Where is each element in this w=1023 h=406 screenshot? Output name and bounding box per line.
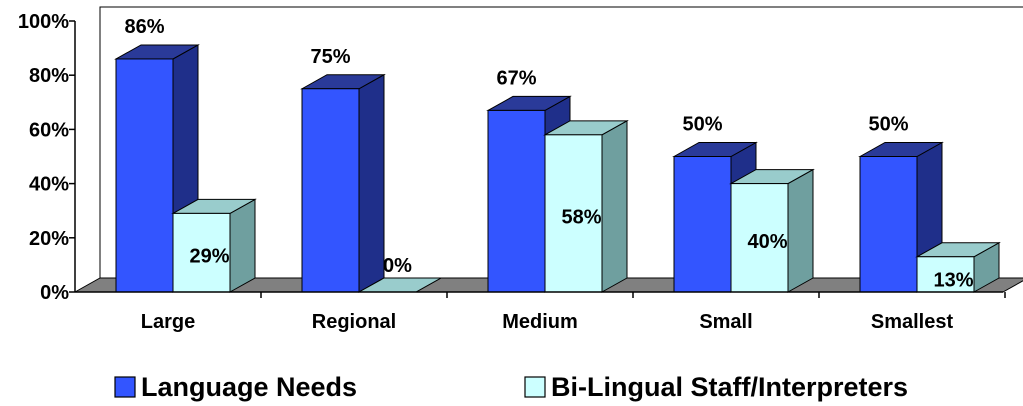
data-label: 67% — [496, 67, 536, 89]
back-wall — [99, 6, 1023, 278]
bar-front — [859, 156, 918, 293]
y-tick-label: 60% — [29, 119, 69, 141]
bar-front — [115, 58, 174, 293]
x-tick-label: Regional — [312, 311, 396, 333]
bar-side — [787, 168, 814, 293]
bar-side — [229, 198, 256, 293]
legend-label-bilingual-staff: Bi-Lingual Staff/Interpreters — [551, 372, 908, 402]
bar-front — [487, 109, 546, 293]
data-label: 13% — [933, 269, 973, 291]
data-label: 0% — [383, 255, 412, 277]
data-label: 50% — [868, 114, 908, 136]
bar-bilingual-staff: 58% — [543, 119, 629, 293]
data-label: 40% — [747, 231, 787, 253]
legend-label-language-needs: Language Needs — [141, 372, 357, 402]
bar-language-needs: 75% — [300, 46, 386, 293]
bar-front — [301, 88, 360, 293]
bar-front — [916, 256, 975, 293]
data-label: 75% — [310, 46, 350, 68]
bar-bilingual-staff: 29% — [171, 198, 257, 293]
x-axis: Large Regional Medium Small Smallest — [75, 291, 1006, 333]
bar-front — [544, 134, 603, 293]
bars: 86% 29% 75% 0% 67% 58% 50% 40% 50% 13% — [114, 16, 1001, 293]
legend-swatch-bilingual-staff — [524, 376, 546, 398]
bar-bilingual-staff: 0% — [357, 255, 443, 293]
y-tick-label: 40% — [29, 174, 69, 196]
y-tick-label: 20% — [29, 228, 69, 250]
y-tick-label: 100% — [18, 11, 69, 33]
legend-swatch-language-needs — [114, 376, 136, 398]
x-tick-label: Smallest — [871, 311, 954, 333]
bar-front — [673, 156, 732, 293]
y-tick-label: 0% — [40, 282, 69, 304]
y-tick-label: 80% — [29, 65, 69, 87]
x-tick-label: Small — [699, 311, 752, 333]
y-axis: 0% 20% 40% 60% 80% 100% — [18, 11, 76, 304]
bar-side — [601, 119, 628, 293]
legend: Language Needs Bi-Lingual Staff/Interpre… — [114, 372, 908, 402]
data-label: 29% — [189, 246, 229, 268]
x-tick-label: Medium — [502, 311, 578, 333]
x-tick-label: Large — [141, 311, 195, 333]
bar-bilingual-staff: 13% — [915, 241, 1001, 293]
bar-front — [172, 212, 231, 293]
bar-bilingual-staff: 40% — [729, 168, 815, 293]
bar-front — [730, 183, 789, 293]
data-label: 86% — [124, 16, 164, 38]
bar-side — [358, 73, 385, 293]
data-label: 58% — [561, 206, 601, 228]
data-label: 50% — [682, 114, 722, 136]
